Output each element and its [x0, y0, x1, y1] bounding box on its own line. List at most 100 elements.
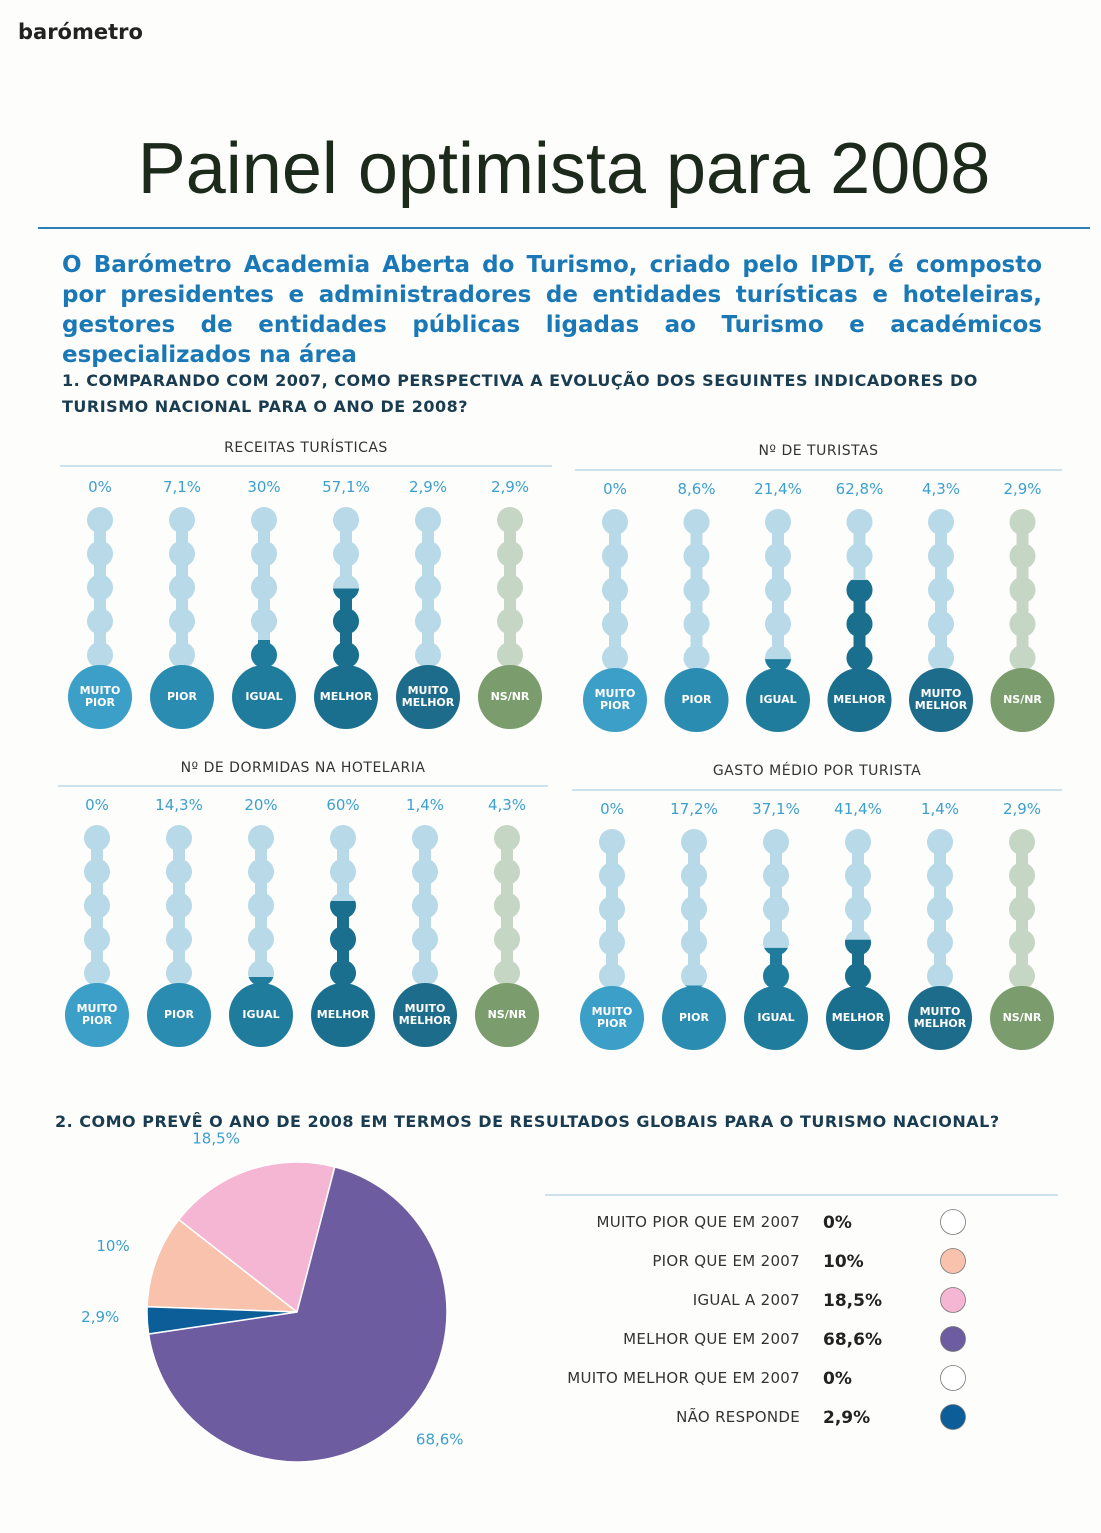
- value-label: 14,3%: [155, 796, 203, 814]
- value-label: 2,9%: [409, 478, 447, 496]
- value-label: 1,4%: [406, 796, 444, 814]
- bulb-label: NS/NR: [490, 690, 530, 703]
- legend-label: PIOR QUE EM 2007: [652, 1252, 800, 1270]
- pie-slice: [146, 1305, 298, 1335]
- bulb: [744, 986, 808, 1050]
- legend-label: MUITO MELHOR QUE EM 2007: [567, 1369, 800, 1387]
- value-label: 0%: [85, 796, 109, 814]
- chart-title: Nº DE TURISTAS: [758, 443, 878, 459]
- legend-label: IGUAL A 2007: [693, 1291, 800, 1309]
- bulb: [909, 668, 973, 732]
- bulb-label: MUITO MELHOR: [914, 687, 968, 712]
- bulb: [826, 986, 890, 1050]
- question: 1. COMPARANDO COM 2007, COMO PERSPECTIVA…: [62, 371, 978, 416]
- bulb: [583, 668, 647, 732]
- bulb-label: PIOR: [681, 693, 712, 706]
- bulb: [908, 986, 972, 1050]
- pie-slice: [146, 1218, 300, 1313]
- bulb-label: MELHOR: [833, 693, 886, 706]
- value-label: 4,3%: [922, 480, 960, 498]
- slice-label: 18,5%: [192, 1129, 240, 1147]
- bulb: [990, 668, 1055, 732]
- legend-swatch: [940, 1209, 966, 1235]
- bulb-label: PIOR: [167, 690, 197, 703]
- value-label: 8,6%: [677, 480, 715, 498]
- bulb: [232, 665, 296, 729]
- bulb-label: PIOR: [679, 1011, 709, 1024]
- bulb: [311, 983, 375, 1047]
- legend-swatch: [940, 1404, 966, 1430]
- bulb: [664, 668, 729, 732]
- chart-title: GASTO MÉDIO POR TURISTA: [713, 762, 921, 779]
- legend-value: 0%: [823, 1213, 852, 1233]
- value-label: 37,1%: [752, 800, 800, 818]
- legend-label: MUITO PIOR QUE EM 2007: [596, 1213, 800, 1231]
- value-label: 4,3%: [488, 796, 526, 814]
- bulb: [478, 665, 542, 729]
- value-label: 20%: [244, 796, 277, 814]
- chart-title: Nº DE DORMIDAS NA HOTELARIA: [181, 760, 426, 776]
- bulb: [475, 983, 539, 1047]
- question: 2. COMO PREVÊ O ANO DE 2008 EM TERMOS DE…: [55, 1112, 1000, 1131]
- value-label: 30%: [247, 478, 280, 496]
- bulb: [393, 983, 457, 1047]
- bulb-label: MELHOR: [316, 1008, 370, 1021]
- legend-value: 0%: [823, 1369, 852, 1389]
- bulb-label: IGUAL: [759, 693, 797, 706]
- value-label: 1,4%: [921, 800, 959, 818]
- bulb-label: IGUAL: [242, 1008, 280, 1021]
- value-label: 0%: [88, 478, 112, 496]
- bulb: [396, 665, 460, 729]
- value-label: 60%: [326, 796, 359, 814]
- bulb-label: MELHOR: [831, 1011, 885, 1024]
- value-label: 62,8%: [836, 480, 884, 498]
- bulb-label: MUITO PIOR: [594, 687, 636, 712]
- legend-swatch: [940, 1365, 966, 1391]
- value-label: 0%: [600, 800, 624, 818]
- legend-value: 18,5%: [823, 1291, 882, 1311]
- legend-swatch: [940, 1326, 966, 1352]
- lead: O Barómetro Academia Aberta do Turismo, …: [62, 252, 1042, 368]
- bulb-label: NS/NR: [487, 1008, 527, 1021]
- legend-value: 2,9%: [823, 1408, 870, 1428]
- legend-label: NÃO RESPONDE: [676, 1407, 800, 1426]
- bulb: [229, 983, 293, 1047]
- bulb-label: MUITO PIOR: [591, 1005, 633, 1030]
- bulb-label: MUITO PIOR: [76, 1002, 118, 1027]
- page-title: Painel optimista para 2008: [137, 129, 991, 209]
- value-label: 21,4%: [754, 480, 802, 498]
- legend-value: 10%: [823, 1252, 864, 1272]
- bulb: [827, 668, 892, 732]
- bulb: [990, 986, 1054, 1050]
- pie-slice: [177, 1161, 336, 1314]
- chart-title: RECEITAS TURÍSTICAS: [224, 439, 388, 456]
- bulb: [65, 983, 129, 1047]
- bulb-label: MUITO MELHOR: [913, 1005, 967, 1030]
- legend-swatch: [940, 1248, 966, 1274]
- bulb-label: MELHOR: [319, 690, 373, 703]
- bulb-label: MUITO MELHOR: [401, 684, 455, 709]
- bulb: [662, 986, 726, 1050]
- value-label: 0%: [603, 480, 627, 498]
- bulb-label: NS/NR: [1003, 693, 1042, 706]
- slice-label: 2,9%: [81, 1308, 119, 1326]
- slice-label: 68,6%: [416, 1430, 464, 1448]
- section-label: barómetro: [18, 20, 143, 44]
- slice-label: 10%: [96, 1237, 129, 1255]
- bulb: [147, 983, 211, 1047]
- value-label: 2,9%: [1003, 480, 1041, 498]
- value-label: 7,1%: [163, 478, 201, 496]
- legend-value: 68,6%: [823, 1330, 882, 1350]
- title-rule: [38, 227, 1090, 229]
- bulb: [314, 665, 378, 729]
- bulb-label: MUITO MELHOR: [398, 1002, 452, 1027]
- bulb-label: MUITO PIOR: [79, 684, 121, 709]
- bulb-label: IGUAL: [245, 690, 283, 703]
- legend-label: MELHOR QUE EM 2007: [623, 1330, 800, 1348]
- pie-slice: [147, 1165, 448, 1463]
- value-label: 57,1%: [322, 478, 370, 496]
- value-label: 2,9%: [491, 478, 529, 496]
- value-label: 17,2%: [670, 800, 718, 818]
